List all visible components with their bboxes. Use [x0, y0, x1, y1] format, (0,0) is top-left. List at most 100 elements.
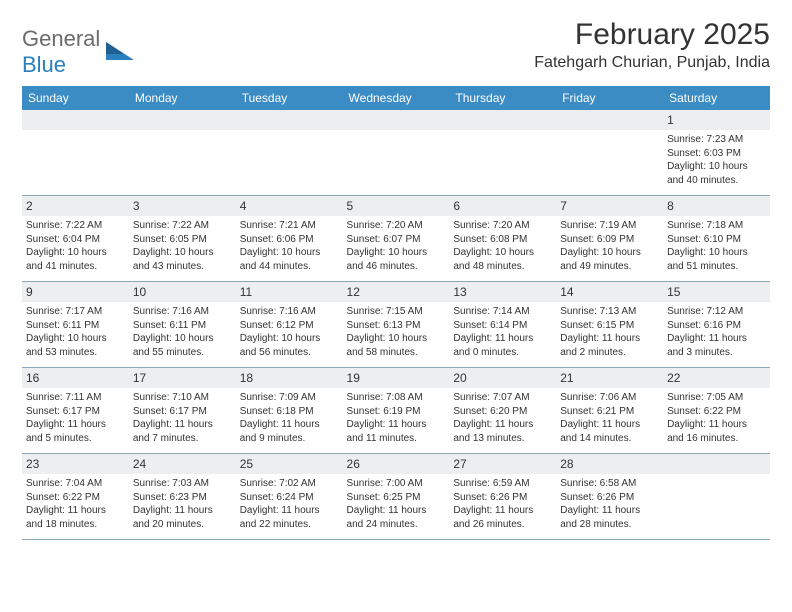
sunrise-text: Sunrise: 7:20 AM — [347, 219, 446, 233]
day-header: Friday — [556, 86, 663, 110]
day-number: 21 — [556, 368, 663, 388]
day-details: Sunrise: 7:21 AMSunset: 6:06 PMDaylight:… — [240, 219, 339, 273]
day-number: 28 — [556, 454, 663, 474]
daylight-text: Daylight: 10 hours and 58 minutes. — [347, 332, 446, 359]
day-details: Sunrise: 7:00 AMSunset: 6:25 PMDaylight:… — [347, 477, 446, 531]
calendar-cell: 24Sunrise: 7:03 AMSunset: 6:23 PMDayligh… — [129, 454, 236, 540]
day-number — [663, 454, 770, 474]
daylight-text: Daylight: 11 hours and 9 minutes. — [240, 418, 339, 445]
sunset-text: Sunset: 6:14 PM — [453, 319, 552, 333]
day-details: Sunrise: 7:06 AMSunset: 6:21 PMDaylight:… — [560, 391, 659, 445]
daylight-text: Daylight: 11 hours and 28 minutes. — [560, 504, 659, 531]
calendar-cell — [556, 110, 663, 196]
sunset-text: Sunset: 6:07 PM — [347, 233, 446, 247]
day-details: Sunrise: 7:10 AMSunset: 6:17 PMDaylight:… — [133, 391, 232, 445]
calendar-cell: 17Sunrise: 7:10 AMSunset: 6:17 PMDayligh… — [129, 368, 236, 454]
daylight-text: Daylight: 11 hours and 22 minutes. — [240, 504, 339, 531]
calendar-cell: 20Sunrise: 7:07 AMSunset: 6:20 PMDayligh… — [449, 368, 556, 454]
sunset-text: Sunset: 6:19 PM — [347, 405, 446, 419]
daylight-text: Daylight: 11 hours and 26 minutes. — [453, 504, 552, 531]
day-number: 27 — [449, 454, 556, 474]
day-details: Sunrise: 7:17 AMSunset: 6:11 PMDaylight:… — [26, 305, 125, 359]
day-number — [22, 110, 129, 130]
sunset-text: Sunset: 6:25 PM — [347, 491, 446, 505]
calendar-cell: 27Sunrise: 6:59 AMSunset: 6:26 PMDayligh… — [449, 454, 556, 540]
day-number: 9 — [22, 282, 129, 302]
calendar-cell: 26Sunrise: 7:00 AMSunset: 6:25 PMDayligh… — [343, 454, 450, 540]
sunset-text: Sunset: 6:23 PM — [133, 491, 232, 505]
day-number: 23 — [22, 454, 129, 474]
calendar-table: Sunday Monday Tuesday Wednesday Thursday… — [22, 86, 770, 540]
daylight-text: Daylight: 11 hours and 16 minutes. — [667, 418, 766, 445]
day-number: 19 — [343, 368, 450, 388]
sunrise-text: Sunrise: 7:07 AM — [453, 391, 552, 405]
day-details: Sunrise: 7:05 AMSunset: 6:22 PMDaylight:… — [667, 391, 766, 445]
day-header-row: Sunday Monday Tuesday Wednesday Thursday… — [22, 86, 770, 110]
sunset-text: Sunset: 6:11 PM — [26, 319, 125, 333]
sunset-text: Sunset: 6:26 PM — [453, 491, 552, 505]
daylight-text: Daylight: 10 hours and 44 minutes. — [240, 246, 339, 273]
day-number: 11 — [236, 282, 343, 302]
daylight-text: Daylight: 11 hours and 20 minutes. — [133, 504, 232, 531]
calendar-cell: 3Sunrise: 7:22 AMSunset: 6:05 PMDaylight… — [129, 196, 236, 282]
calendar-cell — [22, 110, 129, 196]
sunset-text: Sunset: 6:06 PM — [240, 233, 339, 247]
sunset-text: Sunset: 6:13 PM — [347, 319, 446, 333]
sunset-text: Sunset: 6:22 PM — [26, 491, 125, 505]
logo: General Blue — [22, 18, 134, 78]
day-details: Sunrise: 7:14 AMSunset: 6:14 PMDaylight:… — [453, 305, 552, 359]
day-details: Sunrise: 7:19 AMSunset: 6:09 PMDaylight:… — [560, 219, 659, 273]
sunset-text: Sunset: 6:04 PM — [26, 233, 125, 247]
day-details: Sunrise: 7:15 AMSunset: 6:13 PMDaylight:… — [347, 305, 446, 359]
page-title: February 2025 — [534, 18, 770, 52]
calendar-cell — [129, 110, 236, 196]
day-header: Tuesday — [236, 86, 343, 110]
sunrise-text: Sunrise: 7:08 AM — [347, 391, 446, 405]
logo-triangle-icon — [106, 42, 134, 62]
calendar-cell: 4Sunrise: 7:21 AMSunset: 6:06 PMDaylight… — [236, 196, 343, 282]
day-number: 22 — [663, 368, 770, 388]
page-subtitle: Fatehgarh Churian, Punjab, India — [534, 54, 770, 72]
calendar-cell: 11 Sunrise: 7:16 AMSunset: 6:12 PMDayligh… — [236, 282, 343, 368]
sunrise-text: Sunrise: 7:13 AM — [560, 305, 659, 319]
sunset-text: Sunset: 6:24 PM — [240, 491, 339, 505]
day-details: Sunrise: 7:07 AMSunset: 6:20 PMDaylight:… — [453, 391, 552, 445]
daylight-text: Daylight: 11 hours and 3 minutes. — [667, 332, 766, 359]
day-header: Saturday — [663, 86, 770, 110]
day-number: 25 — [236, 454, 343, 474]
daylight-text: Daylight: 11 hours and 13 minutes. — [453, 418, 552, 445]
sunrise-text: Sunrise: 7:14 AM — [453, 305, 552, 319]
day-details: Sunrise: 7:16 AMSunset: 6:12 PMDaylight:… — [240, 305, 339, 359]
daylight-text: Daylight: 11 hours and 14 minutes. — [560, 418, 659, 445]
daylight-text: Daylight: 10 hours and 40 minutes. — [667, 160, 766, 187]
day-number: 6 — [449, 196, 556, 216]
daylight-text: Daylight: 11 hours and 7 minutes. — [133, 418, 232, 445]
calendar-body: 1Sunrise: 7:23 AMSunset: 6:03 PMDaylight… — [22, 110, 770, 540]
sunset-text: Sunset: 6:10 PM — [667, 233, 766, 247]
day-number — [449, 110, 556, 130]
daylight-text: Daylight: 10 hours and 46 minutes. — [347, 246, 446, 273]
sunset-text: Sunset: 6:08 PM — [453, 233, 552, 247]
day-details: Sunrise: 7:13 AMSunset: 6:15 PMDaylight:… — [560, 305, 659, 359]
day-number: 13 — [449, 282, 556, 302]
day-number — [343, 110, 450, 130]
calendar-cell: 18Sunrise: 7:09 AMSunset: 6:18 PMDayligh… — [236, 368, 343, 454]
calendar-cell: 28 Sunrise: 6:58 AMSunset: 6:26 PMDayligh… — [556, 454, 663, 540]
day-details: Sunrise: 7:09 AMSunset: 6:18 PMDaylight:… — [240, 391, 339, 445]
day-details: Sunrise: 7:18 AMSunset: 6:10 PMDaylight:… — [667, 219, 766, 273]
sunrise-text: Sunrise: 7:06 AM — [560, 391, 659, 405]
day-details: Sunrise: 6:58 AMSunset: 6:26 PMDaylight:… — [560, 477, 659, 531]
day-number — [556, 110, 663, 130]
sunrise-text: Sunrise: 7:16 AM — [240, 305, 339, 319]
calendar-cell: 5Sunrise: 7:20 AMSunset: 6:07 PMDaylight… — [343, 196, 450, 282]
sunset-text: Sunset: 6:05 PM — [133, 233, 232, 247]
calendar-cell: 25Sunrise: 7:02 AMSunset: 6:24 PMDayligh… — [236, 454, 343, 540]
sunset-text: Sunset: 6:16 PM — [667, 319, 766, 333]
daylight-text: Daylight: 10 hours and 48 minutes. — [453, 246, 552, 273]
sunset-text: Sunset: 6:11 PM — [133, 319, 232, 333]
logo-word2: Blue — [22, 52, 66, 77]
day-number — [236, 110, 343, 130]
day-details: Sunrise: 7:20 AMSunset: 6:08 PMDaylight:… — [453, 219, 552, 273]
calendar-page: General Blue February 2025 Fatehgarh Chu… — [0, 0, 792, 558]
daylight-text: Daylight: 10 hours and 53 minutes. — [26, 332, 125, 359]
